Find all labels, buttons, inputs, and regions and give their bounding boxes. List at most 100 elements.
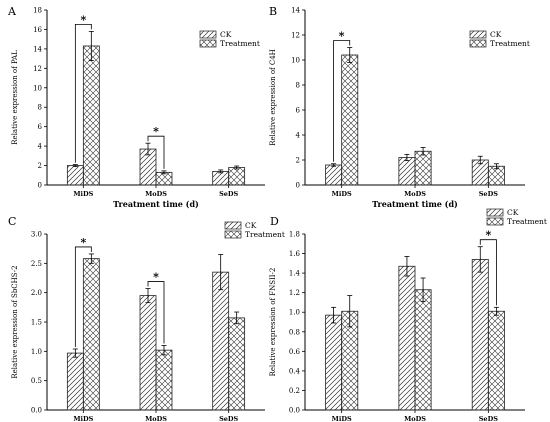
x-tick-label: MiDS <box>73 415 93 422</box>
y-tick-label: 2 <box>296 157 300 165</box>
chart-panel-d: D 0.0 0.2 0.4 0.6 0.8 1.0 1.2 1.4 1.6 1.8 Relative … <box>269 208 547 422</box>
y-tick-label: 12 <box>291 32 300 40</box>
panel-letter: C <box>8 215 16 228</box>
panel-letter: D <box>270 215 279 228</box>
y-axis-label: Relative expression of PAL <box>11 50 19 145</box>
significance-star: * <box>339 30 345 43</box>
y-tick-label: 1.2 <box>289 289 300 297</box>
y-tick-label: 3.0 <box>31 231 42 239</box>
y-tick-label: 2.5 <box>31 260 42 268</box>
x-tick-label: MiDS <box>332 415 352 422</box>
y-tick-label: 8 <box>38 104 42 112</box>
x-tick-label: MoDS <box>145 415 167 422</box>
significance-star: * <box>153 271 159 284</box>
bar-ck-seds <box>471 259 489 411</box>
legend-swatch-treatment <box>469 39 487 48</box>
y-tick-label: 16 <box>33 26 42 34</box>
bar-ck-mids <box>66 165 84 186</box>
legend-label-ck: CK <box>245 221 257 230</box>
bar-treatment-mids <box>82 258 100 411</box>
y-tick-label: 0.0 <box>31 407 42 415</box>
bar-treatment-seds <box>228 317 246 411</box>
bar-treatment-seds <box>228 167 246 186</box>
significance-bracket <box>479 239 497 306</box>
bar-treatment-mids <box>341 54 359 186</box>
y-tick-label: 14 <box>291 7 300 15</box>
y-tick-label: 4 <box>38 143 43 151</box>
y-tick-label: 1.6 <box>289 250 301 258</box>
y-tick-label: 0.2 <box>289 387 300 395</box>
x-tick-label: MoDS <box>404 190 426 198</box>
chart-panel-c: C 0.0 0.5 1.0 1.5 2.0 2.5 3.0 Relative expressio… <box>8 215 285 422</box>
significance-bracket <box>333 40 351 162</box>
y-tick-label: 10 <box>33 84 42 92</box>
legend-swatch-ck <box>224 221 242 230</box>
legend-label-ck: CK <box>220 30 232 39</box>
y-tick-label: 0.4 <box>289 367 301 375</box>
x-tick-label: MiDS <box>73 190 93 198</box>
x-axis-label: Treatment time (d) <box>113 199 199 209</box>
bar-ck-mids <box>325 314 343 411</box>
y-tick-label: 0.0 <box>289 407 300 415</box>
significance-bracket <box>74 23 92 163</box>
bar-ck-mods <box>139 295 157 411</box>
y-tick-label: 2 <box>38 162 42 170</box>
bar-treatment-mods <box>155 171 173 186</box>
y-tick-label: 0.8 <box>289 328 300 336</box>
x-axis-label: Treatment time (d) <box>372 199 458 209</box>
legend-label-treatment: Treatment <box>490 39 530 48</box>
y-tick-label: 12 <box>33 65 42 73</box>
bar-treatment-mods <box>414 150 432 186</box>
legend-swatch-ck <box>486 208 504 217</box>
y-tick-label: 14 <box>33 45 42 53</box>
legend-swatch-ck <box>199 30 217 39</box>
x-tick-label: MoDS <box>404 415 426 422</box>
significance-bracket <box>147 281 165 344</box>
x-tick-label: SeDS <box>219 415 238 422</box>
x-tick-label: MoDS <box>145 190 167 198</box>
bar-treatment-mids <box>82 45 100 186</box>
y-tick-label: 0 <box>296 182 300 190</box>
y-tick-label: 1.5 <box>31 319 42 327</box>
y-tick-label: 0.6 <box>289 348 301 356</box>
y-tick-label: 1.0 <box>289 309 300 317</box>
legend-label-treatment: Treatment <box>245 230 285 239</box>
bar-treatment-mods <box>155 349 173 411</box>
bar-ck-seds <box>212 271 230 411</box>
x-tick-label: SeDS <box>479 415 498 422</box>
significance-star: * <box>485 229 491 242</box>
y-tick-label: 1.8 <box>289 231 300 239</box>
y-axis-label: Relative expression of SbCHS-2 <box>11 265 19 378</box>
legend-label-treatment: Treatment <box>507 217 547 226</box>
significance-star: * <box>153 125 159 138</box>
y-tick-label: 1.0 <box>31 348 42 356</box>
bar-ck-mids <box>325 164 343 186</box>
y-tick-label: 4 <box>296 132 301 140</box>
bar-treatment-mods <box>414 289 432 411</box>
y-axis-label: Relative expression of FNSII-2 <box>269 268 277 377</box>
y-tick-label: 18 <box>33 7 42 15</box>
chart-panel-a: A 0 2 4 6 8 10 12 14 16 18 Relative expression of P… <box>7 5 265 209</box>
y-tick-label: 2.0 <box>31 289 42 297</box>
y-tick-label: 1.4 <box>289 270 301 278</box>
y-tick-label: 10 <box>291 57 300 65</box>
significance-star: * <box>80 236 86 249</box>
bar-ck-seds <box>212 170 230 186</box>
y-tick-label: 0.5 <box>31 377 42 385</box>
chart-panel-b: B 0 2 4 6 8 10 12 14 Relative expression of C4H Tr… <box>269 5 530 209</box>
legend-swatch-treatment <box>224 230 242 239</box>
significance-bracket <box>147 135 165 169</box>
panel-letter: B <box>269 5 277 18</box>
legend-label-ck: CK <box>507 208 519 217</box>
bar-ck-mods <box>398 265 416 411</box>
bar-ck-mods <box>398 157 416 186</box>
panel-letter: A <box>7 5 17 18</box>
x-tick-label: MiDS <box>332 190 352 198</box>
significance-bracket <box>74 246 92 347</box>
y-tick-label: 6 <box>38 123 43 131</box>
bar-ck-mids <box>66 352 84 411</box>
bar-treatment-seds <box>487 310 505 411</box>
y-tick-label: 6 <box>296 107 301 115</box>
y-tick-label: 8 <box>296 82 300 90</box>
